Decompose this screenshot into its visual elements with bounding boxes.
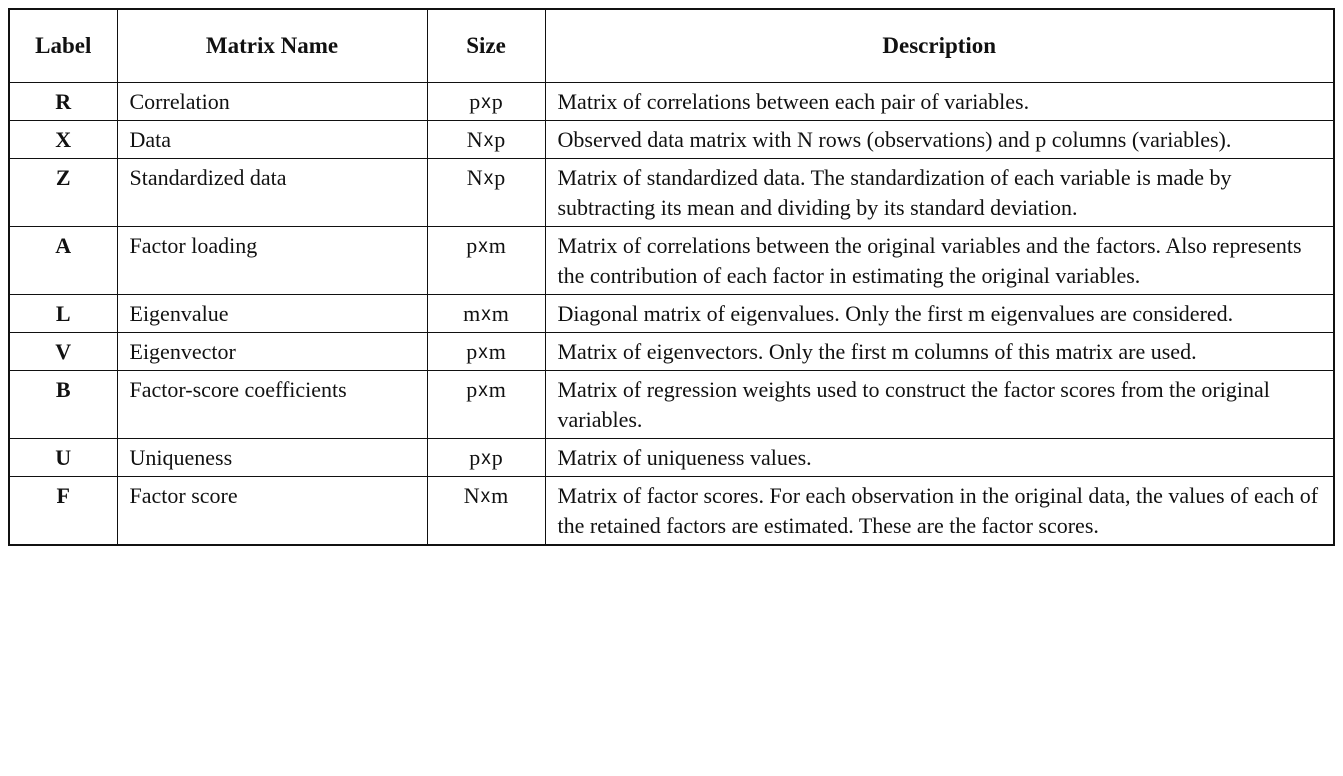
row-matrix-name: Uniqueness (116, 438, 428, 477)
size-separator: x (478, 342, 488, 363)
table-row: L Eigenvalue mxm Diagonal matrix of eige… (8, 294, 1335, 333)
row-label: A (8, 226, 118, 295)
size-rows: p (466, 339, 478, 364)
row-label: F (8, 476, 118, 546)
size-rows: N (466, 165, 483, 190)
row-label: X (8, 120, 118, 159)
size-separator: x (480, 486, 491, 507)
row-description: Matrix of correlations between each pair… (544, 82, 1335, 121)
size-rows: N (466, 127, 483, 152)
table-row: F Factor score Nxm Matrix of factor scor… (8, 476, 1335, 546)
size-rows: N (463, 483, 480, 508)
row-description: Matrix of factor scores. For each observ… (544, 476, 1335, 546)
table-row: X Data Nxp Observed data matrix with N r… (8, 120, 1335, 159)
row-label: Z (8, 158, 118, 227)
size-rows: m (463, 301, 481, 326)
row-matrix-name: Factor-score coefficients (116, 370, 428, 439)
size-rows: p (466, 377, 478, 402)
table-row: B Factor-score coefficients pxm Matrix o… (8, 370, 1335, 439)
size-cols: m (488, 233, 506, 258)
row-size: pxm (426, 332, 546, 371)
row-matrix-name: Eigenvalue (116, 294, 428, 333)
row-label: R (8, 82, 118, 121)
row-matrix-name: Factor score (116, 476, 428, 546)
row-description: Matrix of standardized data. The standar… (544, 158, 1335, 227)
table-row: U Uniqueness pxp Matrix of uniqueness va… (8, 438, 1335, 477)
size-cols: m (488, 339, 506, 364)
row-matrix-name: Data (116, 120, 428, 159)
row-label: B (8, 370, 118, 439)
row-matrix-name: Correlation (116, 82, 428, 121)
table-row: R Correlation pxp Matrix of correlations… (8, 82, 1335, 121)
row-size: mxm (426, 294, 546, 333)
size-separator: x (478, 380, 488, 401)
row-matrix-name: Standardized data (116, 158, 428, 227)
header-size: Size (426, 8, 546, 83)
size-separator: x (483, 168, 494, 189)
size-rows: p (466, 233, 478, 258)
size-rows: p (469, 445, 481, 470)
table-row: A Factor loading pxm Matrix of correlati… (8, 226, 1335, 295)
table-row: Z Standardized data Nxp Matrix of standa… (8, 158, 1335, 227)
size-cols: p (494, 165, 506, 190)
size-separator: x (481, 92, 491, 113)
row-description: Matrix of correlations between the origi… (544, 226, 1335, 295)
row-label: V (8, 332, 118, 371)
size-separator: x (478, 236, 488, 257)
row-size: pxm (426, 226, 546, 295)
row-size: Nxp (426, 120, 546, 159)
size-cols: p (494, 127, 506, 152)
row-label: L (8, 294, 118, 333)
row-label: U (8, 438, 118, 477)
row-size: pxp (426, 438, 546, 477)
table-row: V Eigenvector pxm Matrix of eigenvectors… (8, 332, 1335, 371)
row-matrix-name: Eigenvector (116, 332, 428, 371)
header-matrix-name: Matrix Name (116, 8, 428, 83)
row-description: Matrix of eigenvectors. Only the first m… (544, 332, 1335, 371)
size-separator: x (481, 448, 491, 469)
row-matrix-name: Factor loading (116, 226, 428, 295)
matrix-table: Label Matrix Name Size Description R Cor… (8, 8, 1335, 546)
row-description: Observed data matrix with N rows (observ… (544, 120, 1335, 159)
row-size: pxm (426, 370, 546, 439)
row-description: Diagonal matrix of eigenvalues. Only the… (544, 294, 1335, 333)
size-cols: m (491, 483, 509, 508)
size-cols: p (491, 445, 503, 470)
header-description: Description (544, 8, 1335, 83)
size-separator: x (483, 130, 494, 151)
row-size: Nxp (426, 158, 546, 227)
header-row: Label Matrix Name Size Description (8, 8, 1335, 83)
size-cols: m (488, 377, 506, 402)
size-cols: m (491, 301, 509, 326)
size-separator: x (481, 304, 491, 325)
row-description: Matrix of regression weights used to con… (544, 370, 1335, 439)
row-size: Nxm (426, 476, 546, 546)
size-rows: p (469, 89, 481, 114)
row-size: pxp (426, 82, 546, 121)
size-cols: p (491, 89, 503, 114)
row-description: Matrix of uniqueness values. (544, 438, 1335, 477)
header-label: Label (8, 8, 118, 83)
